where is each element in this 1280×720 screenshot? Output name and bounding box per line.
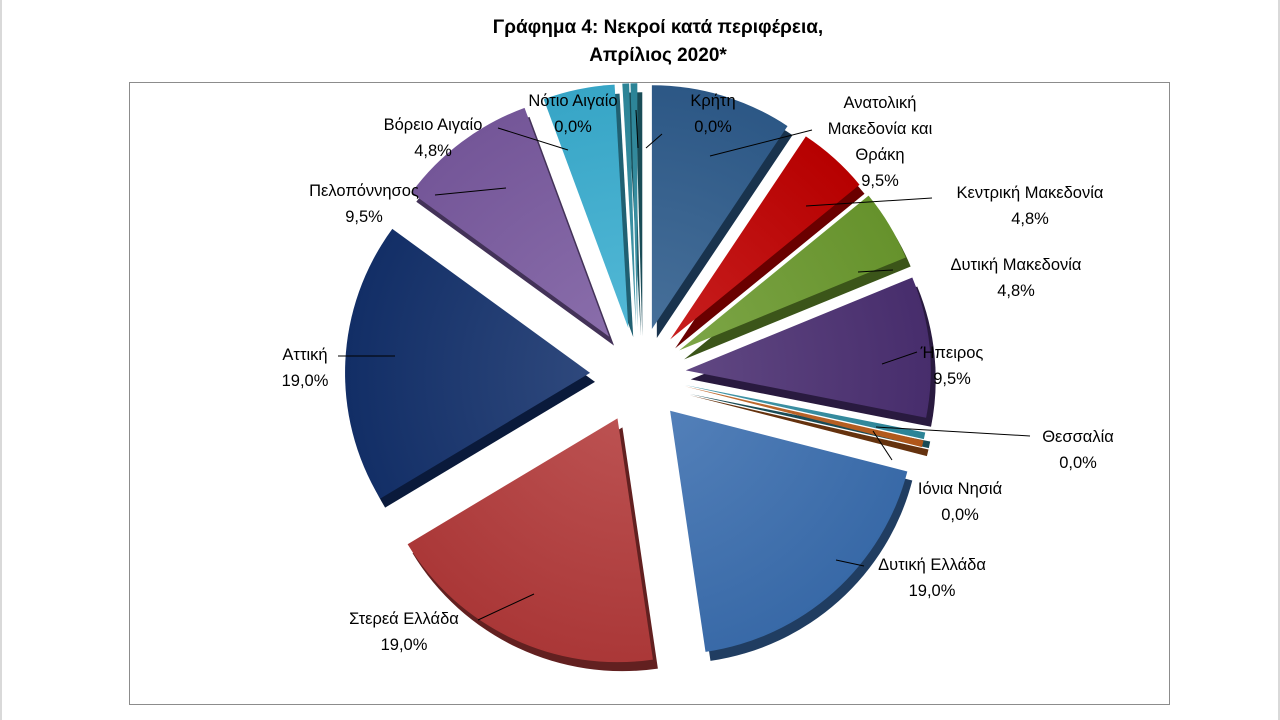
slice-name: Ανατολική (844, 94, 917, 112)
leader-line-στερεά-ελλάδα (477, 593, 535, 621)
slice-name: Δυτική Μακεδονία (951, 256, 1082, 274)
leader-line-πελοπόννησος (434, 187, 507, 196)
slice-name: Μακεδονία και (828, 120, 933, 138)
slice-δυτική-μακεδονία (679, 195, 906, 351)
slice-percent: 0,0% (694, 118, 732, 136)
slice-name: Ιόνια Νησιά (918, 480, 1003, 498)
leader-lines-layer (338, 109, 1031, 621)
page-edge-left (0, 0, 2, 720)
chart-title-line-2: Απρίλιος 2020* (589, 45, 727, 66)
data-label-βόρειο-αιγαίο: Βόρειο Αιγαίο 4,8% (384, 116, 483, 160)
slice-αττική (345, 228, 591, 499)
leader-line-ήπειρος (881, 351, 918, 365)
slice-ήπειρος (685, 277, 931, 418)
slice-name: Αττική (282, 346, 327, 364)
data-label-θεσσαλία: Θεσσαλία 0,0% (1042, 428, 1114, 472)
slice-name: Πελοπόννησος (309, 182, 419, 200)
slice-name: Κεντρική Μακεδονία (957, 184, 1104, 202)
data-label-νότιο-αιγαίο: Νότιο Αιγαίο 0,0% (528, 92, 617, 136)
leader-line-κεντρική-μακεδονία (805, 197, 933, 207)
slice-name: Βόρειο Αιγαίο (384, 116, 483, 134)
chart-title-line-1: Γράφημα 4: Νεκροί κατά περιφέρεια, (492, 17, 824, 38)
slice-percent: 0,0% (1059, 454, 1097, 472)
chart-frame (129, 82, 1170, 705)
leader-line-ιόνια-νησιά (872, 430, 893, 461)
slice-percent: 19,0% (909, 582, 956, 600)
slice-βόρειο-αιγαίο (543, 84, 629, 328)
chart-title: Γράφημα 4: Νεκροί κατά περιφέρεια, Απρίλ… (0, 14, 1280, 70)
data-label-κεντρική-μακεδονία: Κεντρική Μακεδονία 4,8% (957, 184, 1104, 228)
slice-top-layer (345, 83, 931, 663)
slice-side-θεσσαλία (689, 394, 931, 449)
slice-name: Θράκη (855, 146, 904, 164)
leader-line-θεσσαλία (875, 426, 1031, 437)
leader-line-κρήτη (645, 133, 663, 149)
slice-στερεά-ελλάδα (407, 418, 653, 663)
slice-ανατολική-μακεδονία-και-θράκη (651, 85, 788, 330)
labels-layer: Ανατολική Μακεδονία και Θράκη 9,5% Κεντρική … (282, 92, 1115, 654)
slice-percent: 9,5% (861, 172, 899, 190)
data-label-ιόνια-νησιά: Ιόνια Νησιά 0,0% (918, 480, 1003, 524)
slice-percent: 4,8% (1011, 210, 1049, 228)
slice-πελοπόννησος (411, 107, 610, 337)
slice-νότιο-αιγαίο (622, 83, 636, 328)
leader-line-βόρειο-αιγαίο (497, 127, 569, 151)
data-label-στερεά-ελλάδα: Στερεά Ελλάδα 19,0% (349, 610, 459, 654)
page-edge-right (1278, 0, 1280, 720)
slice-name: Νότιο Αιγαίο (528, 92, 617, 110)
slice-percent: 0,0% (554, 118, 592, 136)
slice-ιόνια-νησιά (684, 386, 924, 448)
slice-δυτική-ελλάδα (670, 410, 908, 652)
slice-κεντρική-μακεδονία (670, 136, 860, 340)
leader-line-νότιο-αιγαίο (635, 109, 639, 149)
data-label-δυτική-μακεδονία: Δυτική Μακεδονία 4,8% (951, 256, 1082, 300)
slice-name: Κρήτη (690, 92, 735, 110)
slice-name: Στερεά Ελλάδα (349, 610, 459, 628)
slice-name: Θεσσαλία (1042, 428, 1114, 446)
slice-percent: 4,8% (414, 142, 452, 160)
slice-percent: 9,5% (933, 370, 971, 388)
leader-line-δυτική-ελλάδα (835, 559, 865, 567)
slice-κρήτη (630, 83, 638, 328)
slice-percent: 9,5% (345, 208, 383, 226)
leader-line-ανατολική-μακεδονία-και-θράκη (709, 129, 813, 157)
data-label-πελοπόννησος: Πελοπόννησος 9,5% (309, 182, 419, 226)
data-label-αττική: Αττική 19,0% (282, 346, 329, 390)
data-label-δυτική-ελλάδα: Δυτική Ελλάδα 19,0% (878, 556, 986, 600)
data-label-κρήτη: Κρήτη 0,0% (690, 92, 735, 136)
data-label-ανατολική-μακεδονία-και-θράκη: Ανατολική Μακεδονία και Θράκη 9,5% (828, 94, 933, 190)
data-label-ήπειρος: Ήπειρος 9,5% (920, 344, 984, 388)
slice-percent: 4,8% (997, 282, 1035, 300)
slice-percent: 19,0% (282, 372, 329, 390)
slice-percent: 0,0% (941, 506, 979, 524)
leader-line-δυτική-μακεδονία (857, 269, 894, 273)
slice-θεσσαλία (684, 385, 926, 440)
slice-side-ιόνια-νησιά (689, 395, 929, 457)
slice-percent: 19,0% (381, 636, 428, 654)
slice-name: Ήπειρος (920, 344, 984, 362)
slice-name: Δυτική Ελλάδα (878, 556, 986, 574)
